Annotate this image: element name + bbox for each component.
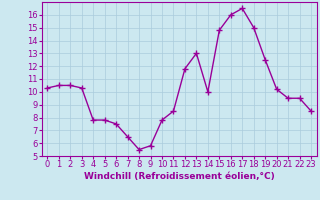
X-axis label: Windchill (Refroidissement éolien,°C): Windchill (Refroidissement éolien,°C) [84,172,275,181]
